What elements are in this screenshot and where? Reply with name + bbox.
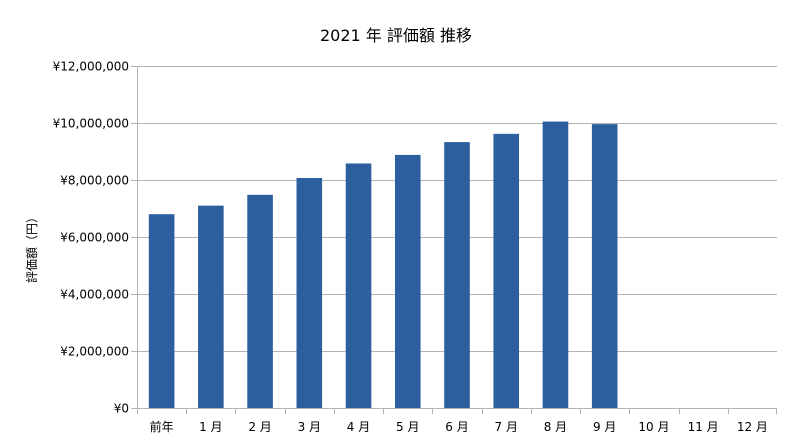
y-tick-label: ¥2,000,000 <box>60 345 129 359</box>
y-tick-label: ¥4,000,000 <box>60 288 129 302</box>
y-tick-label: ¥12,000,000 <box>53 60 129 74</box>
bar <box>148 214 175 408</box>
bar <box>444 142 470 408</box>
bar <box>591 124 618 408</box>
x-tick-label: 8 月 <box>544 420 567 434</box>
bar <box>493 133 520 408</box>
y-axis-tick-labels: ¥0 ¥2,000,000 ¥4,000,000 ¥6,000,000 ¥8,000,0… <box>53 60 129 416</box>
x-tick-label: 6 月 <box>445 420 468 434</box>
bar <box>296 178 323 408</box>
x-axis-tick-labels: 前年 1 月 2 月 3 月 4 月 5 月 6 月 7 月 8 月 9 月 10 月 11 月 12 … <box>150 419 768 434</box>
x-tick-label: 前年 <box>150 419 174 434</box>
y-tick-label: ¥8,000,000 <box>60 174 129 188</box>
chart-title: 2021 年 評価額 推移 <box>320 26 472 45</box>
y-axis-label: 評価額（円） <box>24 211 39 283</box>
x-tick-label: 4 月 <box>347 420 370 434</box>
x-tick-label: 5 月 <box>396 420 419 434</box>
y-tick-label: ¥10,000,000 <box>53 117 129 131</box>
x-tick-label: 1 月 <box>199 420 222 434</box>
y-tick-label: ¥6,000,000 <box>60 231 129 245</box>
x-tick-label: 9 月 <box>593 420 616 434</box>
x-tick-label: 10 月 <box>638 420 669 434</box>
y-tick-label: ¥0 <box>114 402 129 416</box>
bar <box>247 194 273 408</box>
x-tick-label: 3 月 <box>298 420 321 434</box>
x-tick-label: 2 月 <box>248 420 271 434</box>
x-tick-label: 12 月 <box>737 420 768 434</box>
bar <box>394 154 421 408</box>
bars <box>148 121 618 408</box>
x-tick-label: 11 月 <box>688 420 719 434</box>
bar <box>345 163 372 408</box>
bar <box>198 205 224 408</box>
x-tick-label: 7 月 <box>495 420 518 434</box>
bar <box>542 121 569 408</box>
